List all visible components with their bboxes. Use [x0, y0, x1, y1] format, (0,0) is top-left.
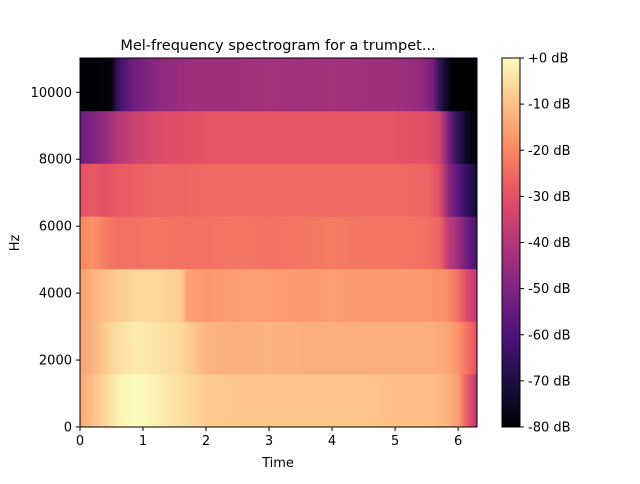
x-tick-label: 5 — [391, 434, 399, 449]
colorbar-gradient — [502, 58, 520, 427]
spectrogram-band — [80, 110, 477, 164]
colorbar-tick-label: -80 dB — [528, 421, 571, 436]
y-axis: 0 2000 4000 6000 8000 10000 — [31, 86, 80, 436]
plot-frame — [79, 57, 478, 428]
colorbar-tick-label: -60 dB — [528, 328, 571, 343]
colorbar: +0 dB -10 dB -20 dB -30 dB -40 dB -50 dB -60 d… — [501, 52, 571, 436]
colorbar-tick-label: -20 dB — [528, 144, 571, 159]
y-tick-label: 0 — [64, 421, 72, 436]
y-tick-label: 4000 — [39, 287, 72, 302]
y-tick-label: 2000 — [39, 354, 72, 369]
colorbar-tick-label: -70 dB — [528, 374, 571, 389]
x-axis-label: Time — [261, 456, 294, 471]
spectrogram-band — [80, 216, 477, 270]
plot-area — [80, 58, 477, 428]
colorbar-tick-label: -10 dB — [528, 98, 571, 113]
colorbar-tick-label: -30 dB — [528, 190, 571, 205]
spectrogram-band — [80, 321, 477, 375]
x-tick-label: 6 — [454, 434, 462, 449]
colorbar-tick-label: +0 dB — [528, 52, 568, 67]
y-tick-label: 6000 — [39, 220, 72, 235]
spectrogram-band — [80, 58, 477, 112]
colorbar-tick-label: -40 dB — [528, 236, 571, 251]
y-tick-label: 10000 — [31, 86, 72, 101]
x-axis: 0 1 2 3 4 5 6 — [76, 427, 462, 449]
y-axis-label: Hz — [8, 235, 23, 252]
spectrogram-band — [80, 374, 477, 428]
colorbar-tick-label: -50 dB — [528, 282, 571, 297]
x-tick-label: 1 — [139, 434, 147, 449]
spectrogram-band — [80, 268, 477, 323]
spectrogram-band — [80, 163, 477, 217]
x-tick-label: 2 — [202, 434, 210, 449]
y-tick-label: 8000 — [39, 153, 72, 168]
chart-title: Mel-frequency spectrogram for a trumpet.… — [120, 38, 435, 54]
x-tick-label: 0 — [76, 434, 84, 449]
x-tick-label: 3 — [265, 434, 273, 449]
x-tick-label: 4 — [328, 434, 336, 449]
